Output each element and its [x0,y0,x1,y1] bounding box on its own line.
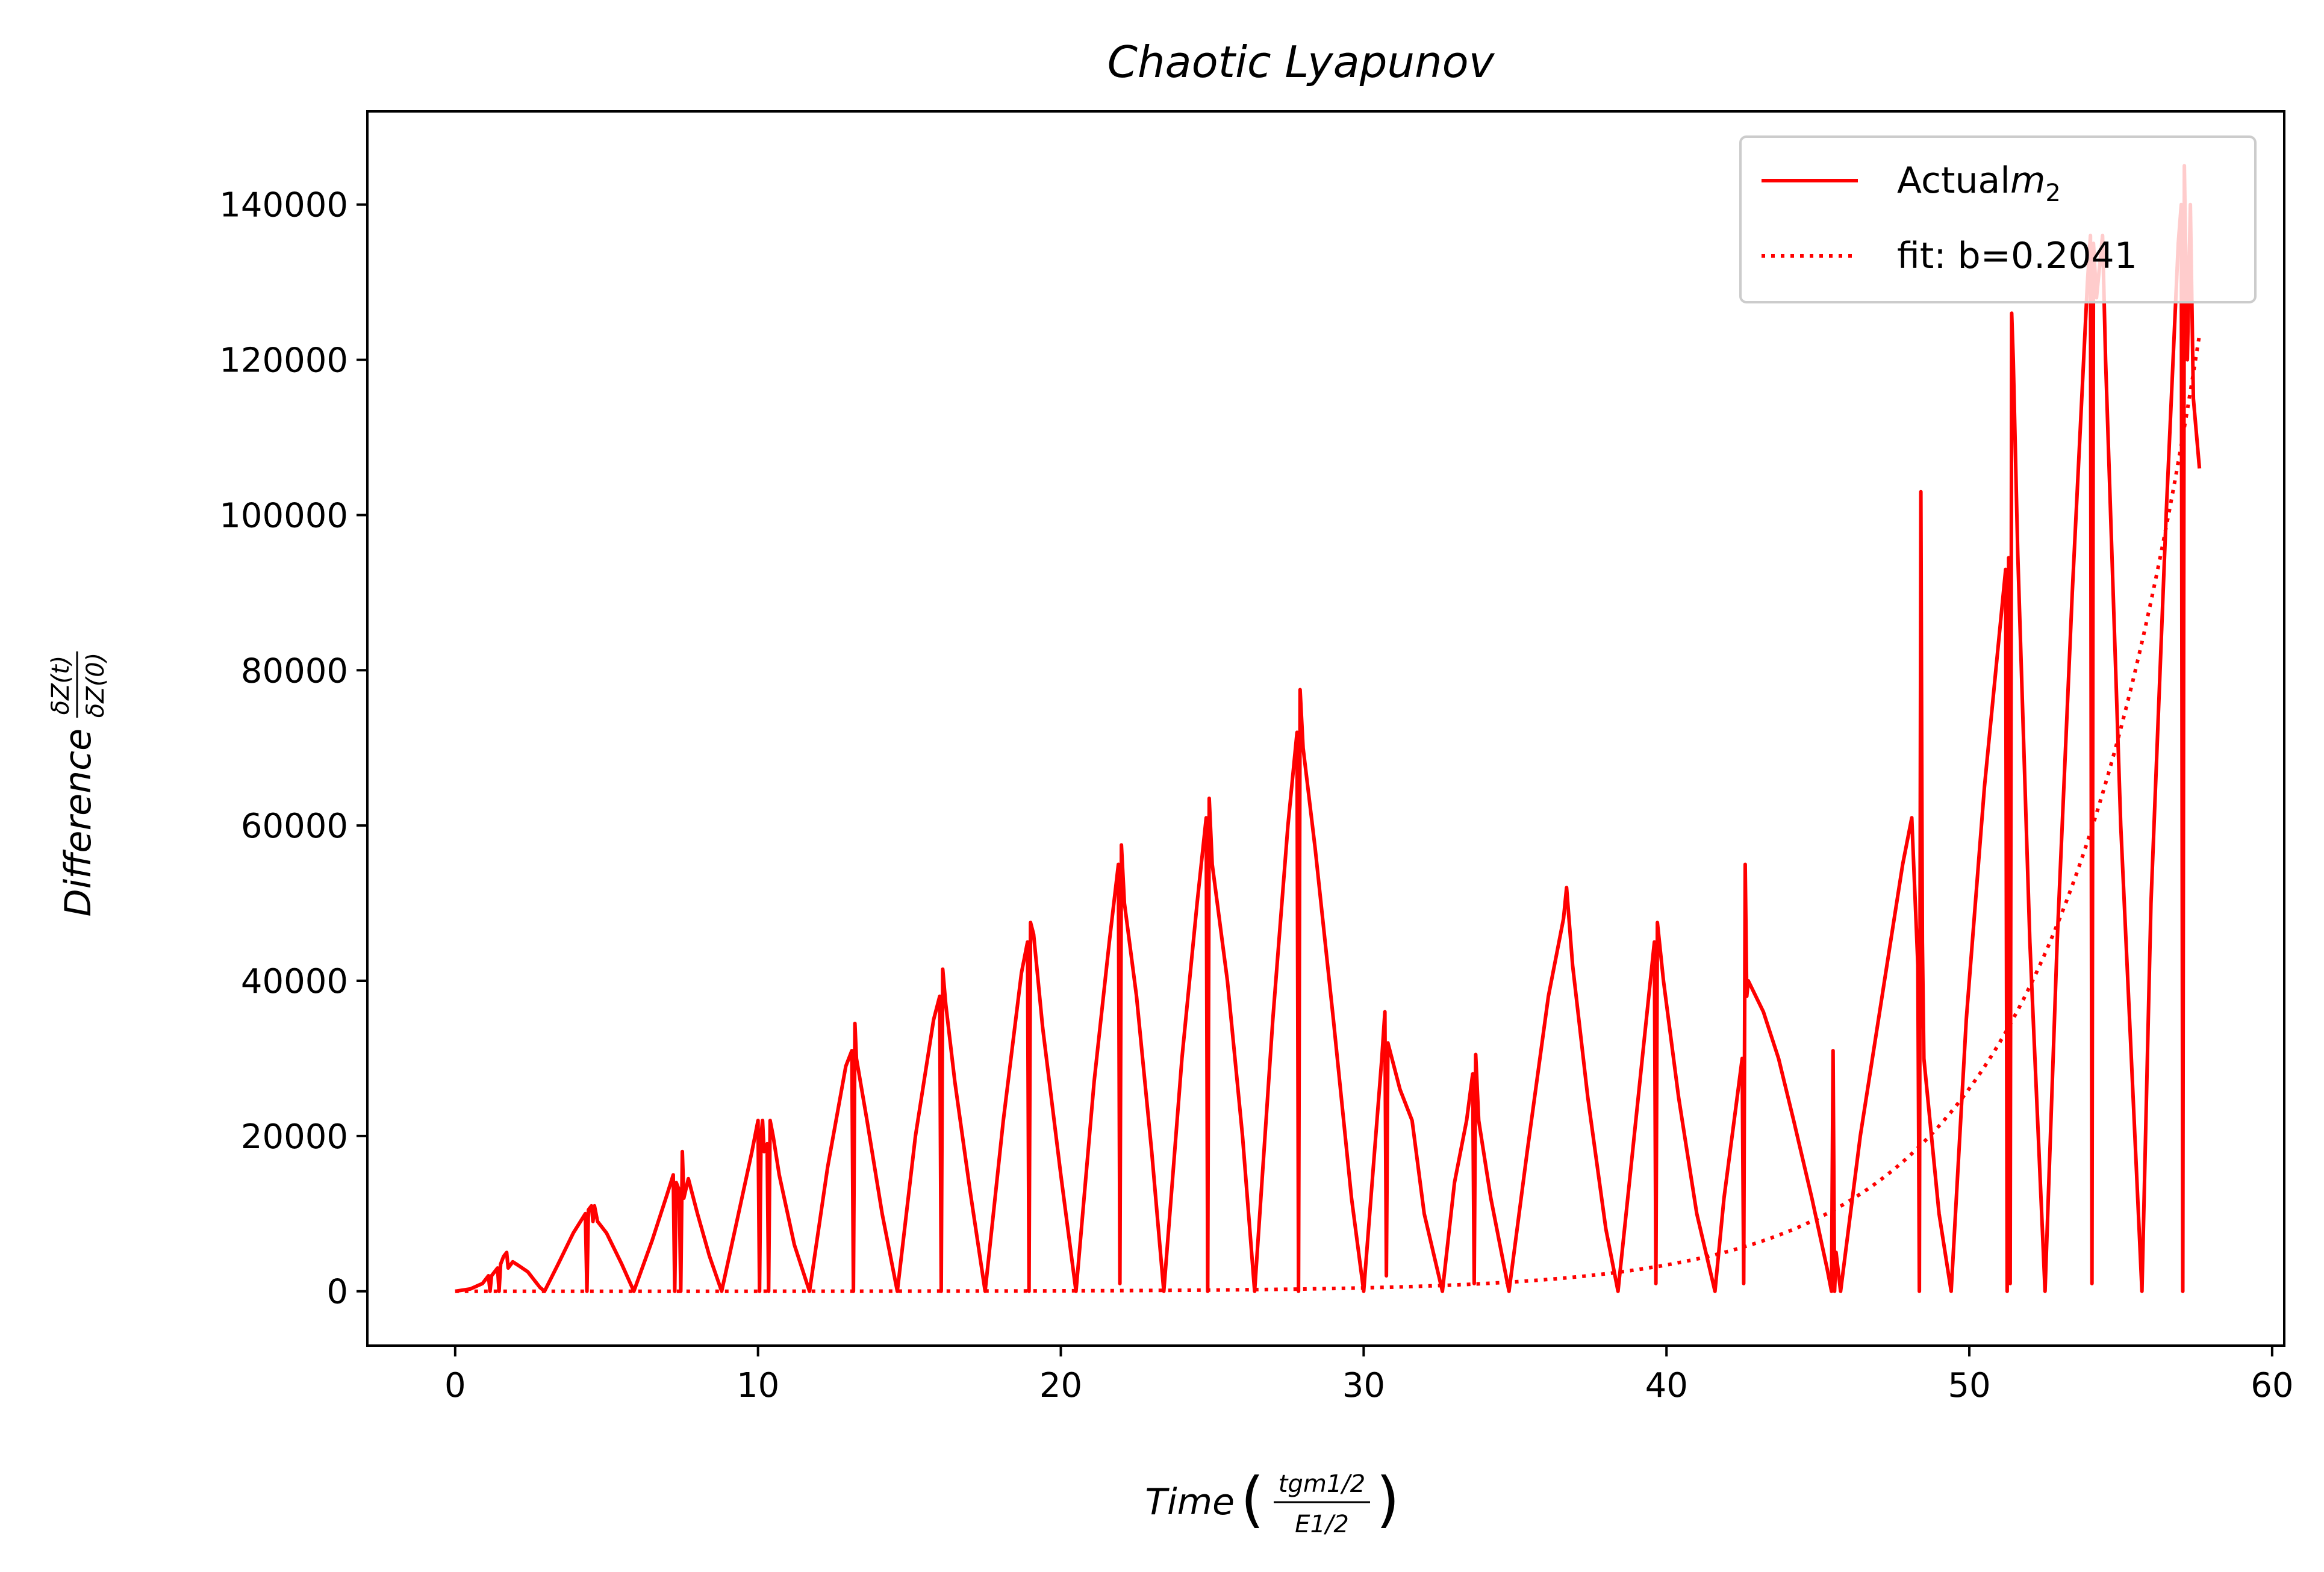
legend: Actualm2 fit: b=0.2041 [1739,135,2257,303]
y-tick-label: 20000 [241,1117,348,1157]
y-tick-label: 80000 [241,651,348,691]
y-tick-label: 40000 [241,962,348,1001]
series-line-fit [455,334,2202,1293]
x-tick-label: 0 [444,1366,466,1405]
plot-area [455,164,2202,1293]
x-axis-label-text: Time [1145,1481,1235,1523]
y-axis-label-numerator: δZ(t) [47,656,75,715]
chart-title: Chaotic Lyapunov [1107,37,1495,87]
axes-frame [366,110,2285,1347]
legend-label-actual: Actualm2 [1897,160,2061,207]
y-tick-label: 100000 [219,496,348,535]
x-axis-label-right-paren: ) [1376,1464,1400,1535]
x-tick-label: 30 [1342,1366,1385,1405]
x-tick-label: 10 [737,1366,779,1405]
y-axis-label: Difference δZ(t) δZ(0) [47,651,110,917]
x-tick-label: 50 [1948,1366,1990,1405]
x-axis-label-denominator: E1/2 [1295,1511,1349,1538]
y-tick-label: 140000 [219,186,348,225]
series-line-actual [455,164,2202,1293]
x-tick-label: 20 [1039,1366,1082,1405]
y-tick-label: 120000 [219,341,348,381]
y-axis-label-denominator: δZ(0) [82,653,110,718]
legend-box [1739,135,2257,303]
y-axis-label-text: Difference [57,729,99,917]
series-layer [455,164,2202,1293]
legend-label-fit: fit: b=0.2041 [1897,235,2137,277]
x-tick-label: 60 [2251,1366,2293,1405]
y-tick-label: 0 [326,1273,348,1312]
y-tick-label: 60000 [241,807,348,846]
x-axis-label-numerator: tgm1/2 [1279,1470,1365,1498]
y-axis-ticks: 0 20000 40000 60000 80000 100000 120000 140000 [219,186,367,1312]
x-axis-ticks: 0 10 20 30 40 50 60 [444,1346,2294,1405]
x-tick-label: 40 [1645,1366,1688,1405]
x-axis-label-left-paren: ( [1241,1464,1264,1535]
x-axis-label: Time ( tgm1/2 E1/2 ) [1145,1464,1400,1538]
